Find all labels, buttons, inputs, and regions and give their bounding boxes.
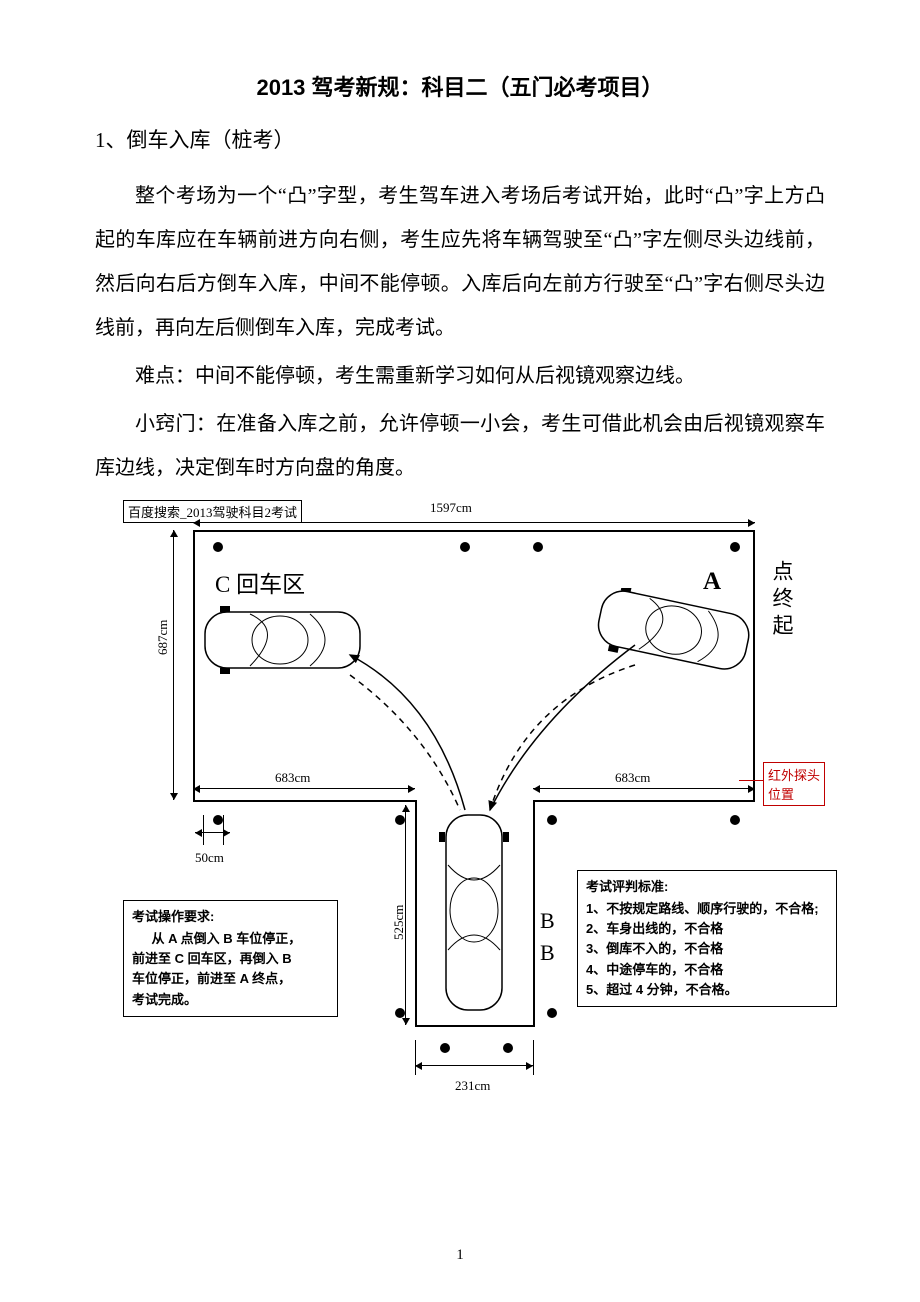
operation-requirements-box: 考试操作要求: 从 A 点倒入 B 车位停正， 前进至 C 回车区，再倒入 B … (123, 900, 338, 1017)
paragraph-2: 难点：中间不能停顿，考生需重新学习如何从后视镜观察边线。 (95, 354, 825, 398)
operation-requirements-body: 从 A 点倒入 B 车位停正， 前进至 C 回车区，再倒入 B 车位停正，前进至… (132, 929, 329, 1010)
judging-criteria-title: 考试评判标准: (586, 877, 828, 897)
judging-criteria-line: 2、车身出线的，不合格 (586, 919, 828, 939)
judging-criteria-line: 3、倒库不入的，不合格 (586, 939, 828, 959)
paragraph-1: 整个考场为一个“凸”字型，考生驾车进入考场后考试开始，此时“凸”字上方凸起的车库… (95, 174, 825, 350)
judging-criteria-line: 1、不按规定路线、顺序行驶的，不合格; (586, 899, 828, 919)
driving-paths (95, 500, 825, 1140)
operation-requirements-title: 考试操作要求: (132, 907, 329, 927)
reverse-parking-diagram: 百度搜索_2013驾驶科目2考试 1597cm C 回车区 A 点终起 687c… (95, 500, 825, 1140)
page-number: 1 (0, 1247, 920, 1264)
judging-criteria-box: 考试评判标准: 1、不按规定路线、顺序行驶的，不合格; 2、车身出线的，不合格 … (577, 870, 837, 1007)
section-heading: 1、倒车入库（桩考） (95, 124, 825, 154)
judging-criteria-line: 4、中途停车的，不合格 (586, 960, 828, 980)
judging-criteria-line: 5、超过 4 分钟，不合格。 (586, 980, 828, 1000)
page-title: 2013 驾考新规：科目二（五门必考项目） (95, 70, 825, 102)
paragraph-3: 小窍门：在准备入库之前，允许停顿一小会，考生可借此机会由后视镜观察车库边线，决定… (95, 402, 825, 490)
